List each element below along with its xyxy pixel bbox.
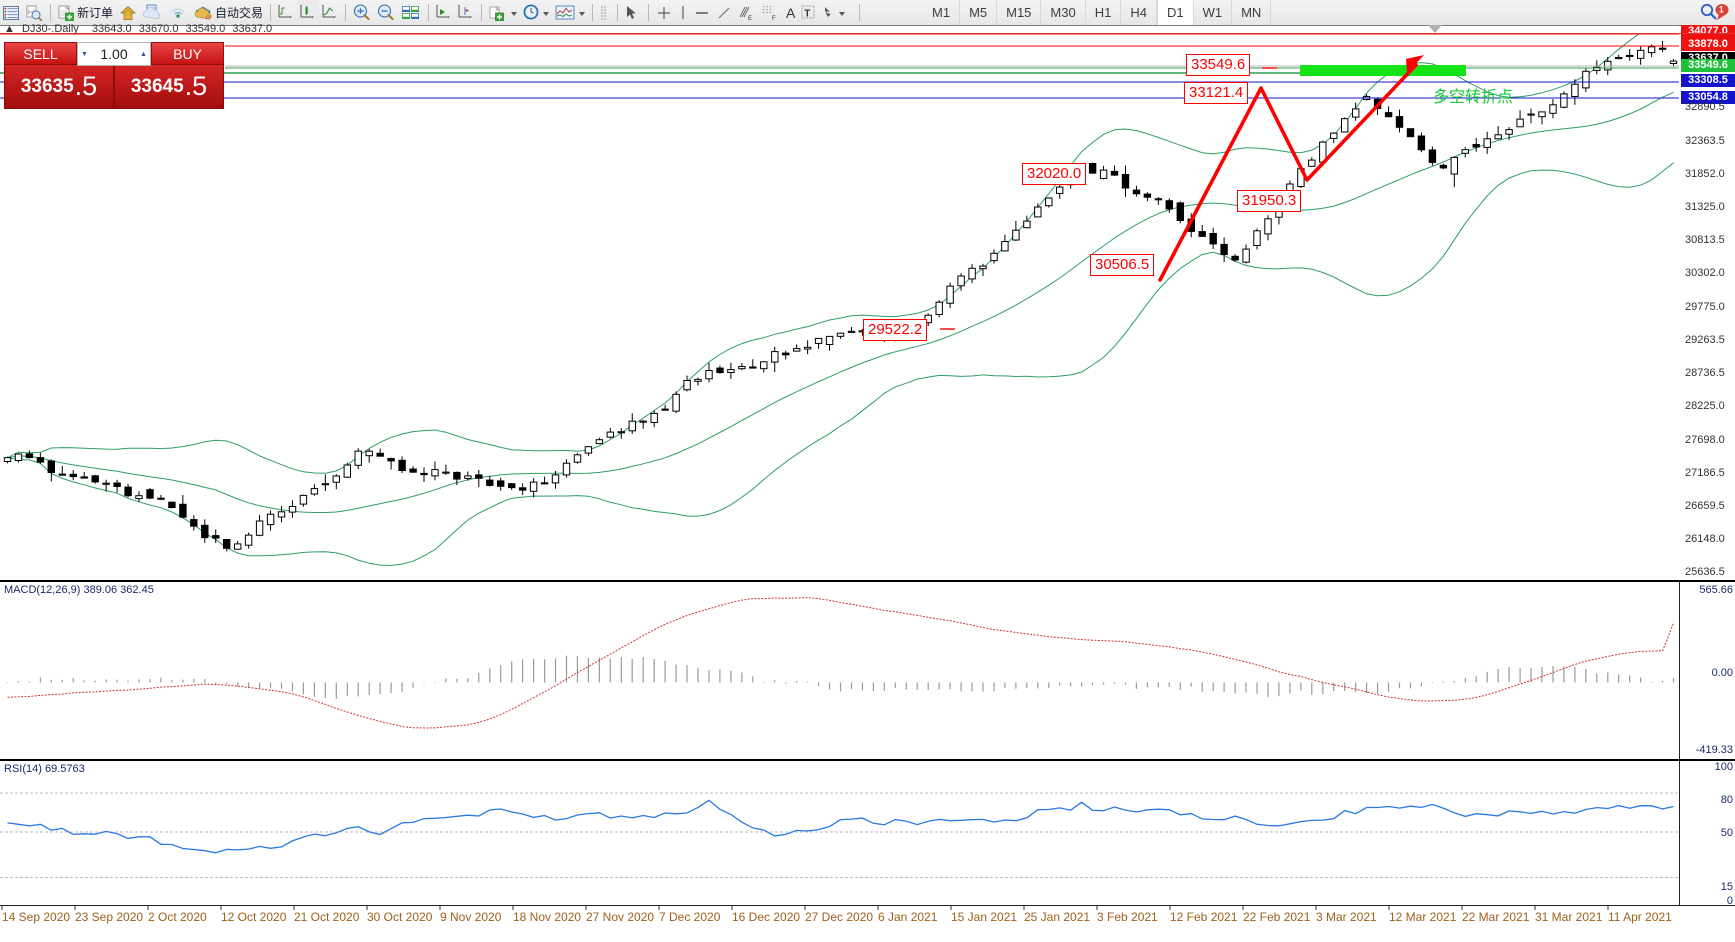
svg-text:E: E xyxy=(748,16,752,21)
svg-text:T: T xyxy=(805,8,811,19)
svg-text:F: F xyxy=(772,16,776,21)
svg-text:1: 1 xyxy=(1719,5,1724,15)
